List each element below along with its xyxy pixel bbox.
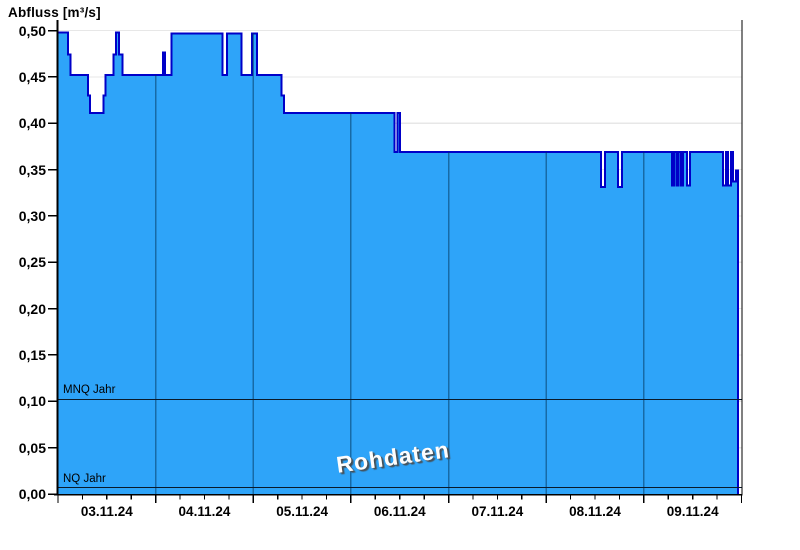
y-tick-label: 0,30 <box>18 207 46 224</box>
discharge-step-line <box>58 31 739 494</box>
x-tick-label: 09.11.24 <box>666 504 719 519</box>
y-tick-label: 0,00 <box>18 486 46 502</box>
mnq-jahr-label: MNQ Jahr <box>63 384 116 397</box>
nq-jahr-label: NQ Jahr <box>63 472 106 485</box>
y-tick-label: 0,40 <box>18 115 46 132</box>
x-tick-label: 03.11.24 <box>80 504 133 519</box>
x-tick-label: 04.11.24 <box>178 504 231 519</box>
discharge-area-fill <box>58 32 738 495</box>
y-tick-label: 0,35 <box>18 161 46 178</box>
x-tick-label: 06.11.24 <box>373 504 426 519</box>
x-tick-label: 05.11.24 <box>276 504 328 519</box>
chart-title: Abfluss [m³/s] <box>8 5 101 20</box>
y-tick-label: 0,50 <box>18 22 46 39</box>
y-tick-label: 0,20 <box>18 300 46 317</box>
x-tick-label: 07.11.24 <box>471 504 524 519</box>
y-tick-label: 0,45 <box>18 68 46 85</box>
y-tick-label: 0,05 <box>18 439 46 456</box>
y-tick-label: 0,25 <box>18 254 46 271</box>
y-tick-label: 0,10 <box>18 393 46 410</box>
y-tick-label: 0,15 <box>18 346 46 363</box>
x-tick-label: 08.11.24 <box>569 504 621 519</box>
